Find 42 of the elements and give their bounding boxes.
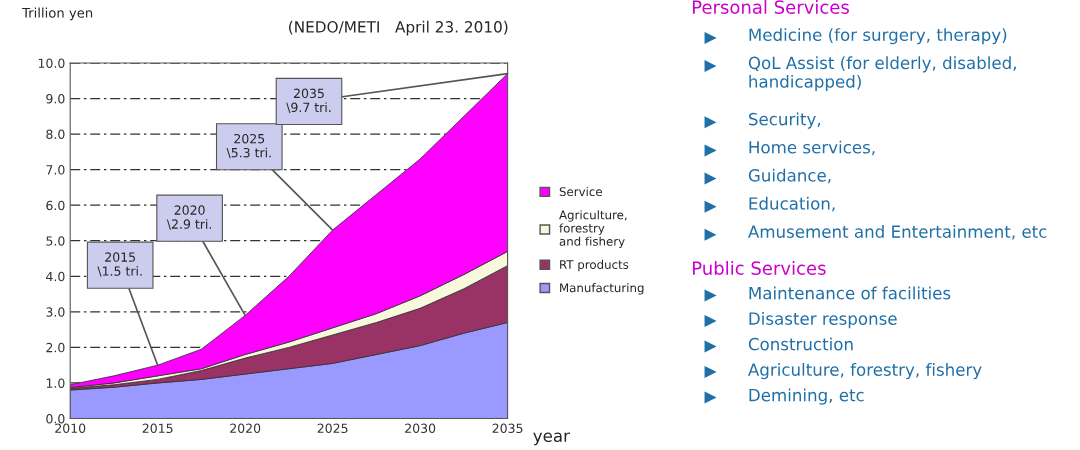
legend-label: Service bbox=[559, 186, 602, 197]
y-tick-label: 5.0 bbox=[46, 236, 65, 246]
legend-label: RT products bbox=[560, 259, 629, 272]
legend-label: Agriculture, forestry and fishery bbox=[559, 210, 627, 249]
y-tick-label: 3.0 bbox=[46, 307, 65, 317]
x-tick-label: 2030 bbox=[405, 423, 436, 434]
y-tick-label: 0.0 bbox=[46, 413, 65, 424]
legend-label: Manufacturing bbox=[560, 283, 644, 295]
y-tick-label: 8.0 bbox=[46, 129, 65, 140]
chart-title: (NEDO/METI April 23. 2010) bbox=[289, 20, 508, 36]
x-tick-label: 2035 bbox=[492, 423, 523, 434]
text: Personal Services bbox=[692, 0, 849, 14]
text: Amusement and Entertainment, etc bbox=[748, 225, 1047, 240]
x-tick-label: 2025 bbox=[317, 423, 348, 434]
y-tick-label: 10.0 bbox=[38, 58, 65, 68]
text: Construction bbox=[748, 337, 853, 351]
text: Agriculture, forestry, fishery bbox=[748, 363, 982, 380]
y-tick-label: 7.0 bbox=[46, 165, 65, 175]
x-tick-label: 2010 bbox=[55, 423, 86, 434]
x-tick-label: 2020 bbox=[230, 423, 261, 434]
text: Public Services bbox=[692, 261, 826, 275]
text: Medicine (for surgery, therapy) bbox=[749, 28, 1007, 45]
text: Maintenance of facilities bbox=[749, 286, 951, 300]
y-tick-label: 9.0 bbox=[46, 94, 65, 104]
text: Demining, etc bbox=[749, 388, 864, 405]
y-tick-label: 2.0 bbox=[46, 342, 65, 353]
y-tick-label: 4.0 bbox=[46, 271, 65, 282]
text: Home services, bbox=[749, 140, 875, 156]
annotation: 2015 \1.5 tri. bbox=[97, 252, 142, 277]
text: QoL Assist (for elderly, disabled, handicapped) bbox=[748, 56, 1016, 92]
y-tick-label: 1.0 bbox=[46, 378, 65, 388]
annotation: 2020 \2.9 tri. bbox=[166, 205, 212, 230]
text: Guidance, bbox=[748, 168, 831, 184]
x-tick-label: 2015 bbox=[142, 423, 173, 434]
annotation: 2035 \9.7 tri. bbox=[286, 88, 331, 114]
y-tick-label: 6.0 bbox=[46, 200, 65, 211]
text: Security, bbox=[749, 112, 821, 129]
x-axis-title: year bbox=[533, 432, 570, 446]
y-axis-title: Trillion yen bbox=[22, 7, 93, 21]
text: Disaster response bbox=[749, 312, 897, 329]
text: Education, bbox=[749, 196, 835, 212]
annotation: 2025 \5.3 tri. bbox=[226, 133, 271, 159]
